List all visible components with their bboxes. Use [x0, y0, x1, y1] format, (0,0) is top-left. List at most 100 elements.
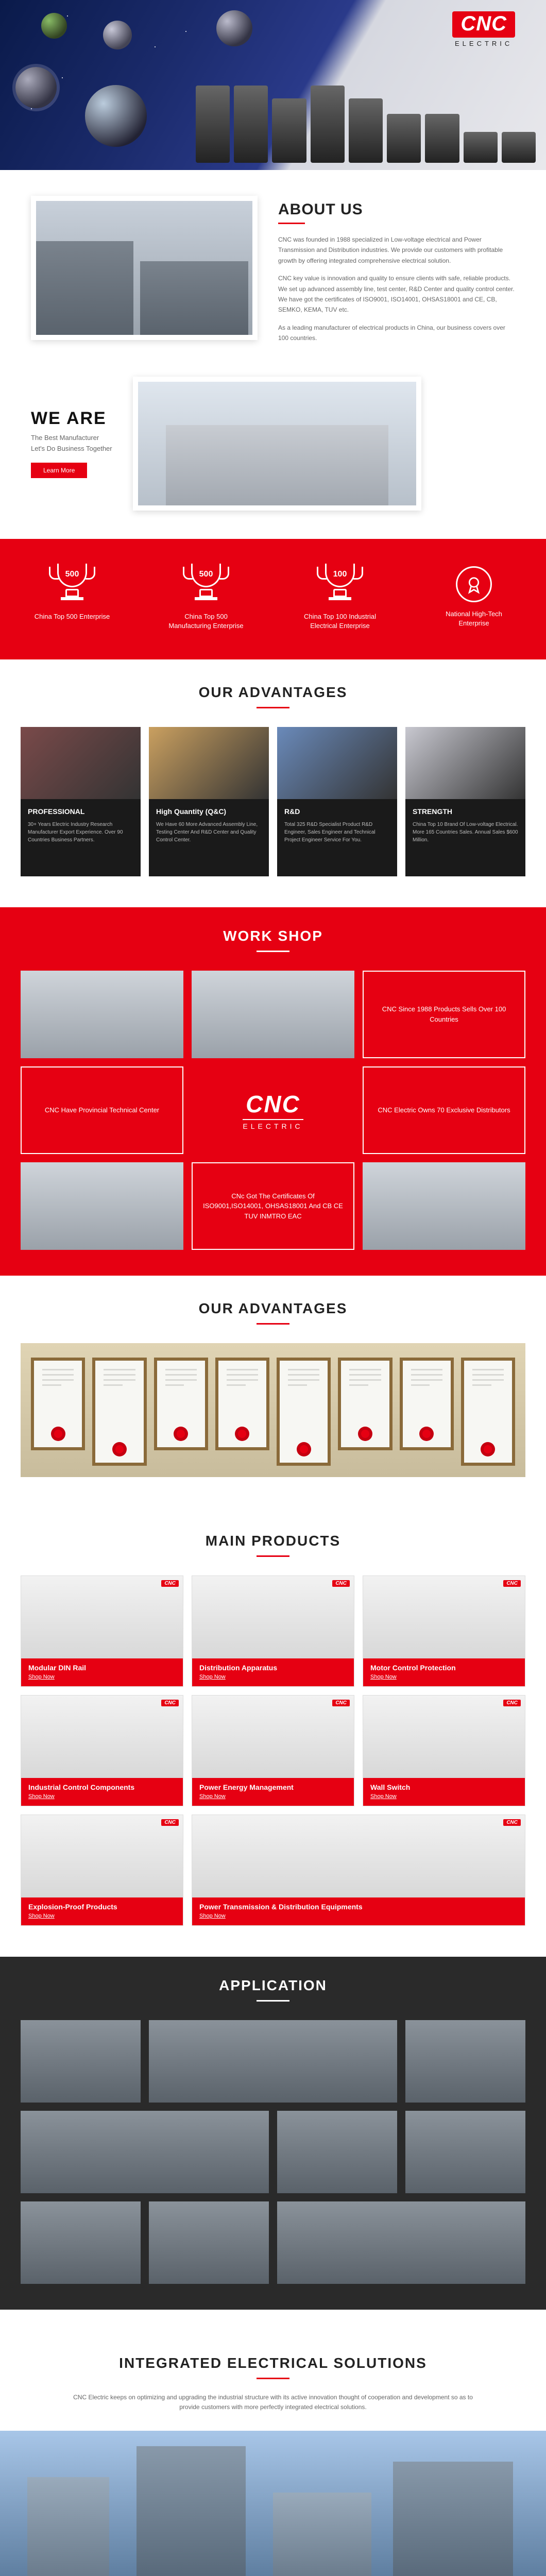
product-image: CNC: [21, 1696, 183, 1778]
brand-logo-sub: ELECTRIC: [452, 40, 515, 47]
advantage-desc: Total 325 R&D Specialist Product R&D Eng…: [284, 821, 390, 844]
product-title: Power Transmission & Distribution Equipm…: [199, 1903, 518, 1911]
star-decor: [185, 31, 186, 32]
application-image: [149, 2201, 269, 2284]
workshop-image: [21, 1162, 183, 1250]
shop-now-link[interactable]: Shop Now: [28, 1913, 176, 1919]
title-underline: [257, 1555, 289, 1557]
about-text: ABOUT US CNC was founded in 1988 special…: [278, 196, 515, 351]
product-card[interactable]: CNC Modular DIN Rail Shop Now: [21, 1575, 183, 1687]
advantage-title: PROFESSIONAL: [28, 807, 133, 816]
product-title: Motor Control Protection: [370, 1664, 518, 1672]
product-image: CNC: [21, 1815, 183, 1897]
medal-icon: [456, 566, 492, 602]
advantage-desc: 30+ Years Electric Industry Research Man…: [28, 821, 133, 844]
advantage-image: [21, 727, 141, 799]
hero-product-row: [196, 75, 536, 163]
star-decor: [67, 15, 68, 16]
planet-decor: [41, 13, 67, 39]
application-image: [149, 2020, 397, 2103]
certificate-frame: [461, 1358, 515, 1466]
brand-logo: CNC: [246, 1090, 300, 1118]
shop-now-link[interactable]: Shop Now: [370, 1674, 518, 1680]
workshop-image: [363, 1162, 525, 1250]
brand-logo: CNC: [452, 11, 515, 38]
workshop-text-cell: CNC Electric Owns 70 Exclusive Distribut…: [363, 1066, 525, 1154]
brand-badge: CNC: [161, 1700, 179, 1706]
product-title: Explosion-Proof Products: [28, 1903, 176, 1911]
advantage-card: PROFESSIONAL 30+ Years Electric Industry…: [21, 727, 141, 876]
learn-more-button[interactable]: Learn More: [31, 463, 87, 478]
product-card[interactable]: CNC Distribution Apparatus Shop Now: [192, 1575, 354, 1687]
shop-now-link[interactable]: Shop Now: [199, 1913, 518, 1919]
shop-now-link[interactable]: Shop Now: [28, 1674, 176, 1680]
workshop-title: WORK SHOP: [21, 928, 525, 944]
weare-line: The Best Manufacturer: [31, 433, 112, 444]
trophy-icon: 500: [52, 564, 93, 605]
workshop-logo-cell: CNCELECTRIC: [192, 1066, 354, 1154]
mainproducts-grid: CNC Modular DIN Rail Shop NowCNC Distrib…: [21, 1575, 525, 1926]
title-underline: [257, 2378, 289, 2379]
about-image: [31, 196, 258, 340]
advantage-desc: We Have 60 More Advanced Assembly Line, …: [156, 821, 262, 844]
star-decor: [155, 46, 156, 47]
product-card[interactable]: CNC Wall Switch Shop Now: [363, 1695, 525, 1806]
application-image: [277, 2201, 525, 2284]
about-paragraph: CNC key value is innovation and quality …: [278, 273, 515, 315]
hero-product: [196, 86, 230, 163]
brand-badge: CNC: [503, 1819, 521, 1826]
about-section: ABOUT US CNC was founded in 1988 special…: [0, 170, 546, 366]
hero-product: [272, 98, 306, 163]
hero-product: [234, 86, 268, 163]
shop-now-link[interactable]: Shop Now: [370, 1793, 518, 1800]
product-image: CNC: [192, 1696, 354, 1778]
brand-badge: CNC: [161, 1580, 179, 1587]
weare-title: WE ARE: [31, 409, 112, 429]
brand-logo-block: CNC ELECTRIC: [452, 11, 515, 47]
advantage-card: STRENGTH China Top 10 Brand Of Low-volta…: [405, 727, 525, 876]
brand-badge: CNC: [332, 1580, 350, 1587]
hero-product: [502, 132, 536, 163]
certificate-frame: [154, 1358, 208, 1450]
product-card[interactable]: CNC Explosion-Proof Products Shop Now: [21, 1815, 183, 1926]
certificate-frame: [277, 1358, 331, 1466]
product-title: Wall Switch: [370, 1783, 518, 1791]
award-label: National High-Tech Enterprise: [435, 609, 513, 628]
shop-now-link[interactable]: Shop Now: [199, 1793, 347, 1800]
advantage-card: High Quantity (Q&C) We Have 60 More Adva…: [149, 727, 269, 876]
product-card[interactable]: CNC Industrial Control Components Shop N…: [21, 1695, 183, 1806]
star-decor: [62, 77, 63, 78]
about-title: ABOUT US: [278, 201, 515, 218]
title-underline: [257, 1323, 289, 1325]
brand-badge: CNC: [161, 1819, 179, 1826]
planet-decor: [216, 10, 252, 46]
title-underline: [257, 951, 289, 952]
product-image: CNC: [363, 1696, 525, 1778]
certificates-title: OUR ADVANTAGES: [0, 1300, 546, 1317]
product-title: Distribution Apparatus: [199, 1664, 347, 1672]
brand-badge: CNC: [503, 1700, 521, 1706]
certificate-frame: [31, 1358, 85, 1450]
advantage-title: R&D: [284, 807, 390, 816]
brand-logo-sub: ELECTRIC: [243, 1119, 303, 1130]
product-title: Industrial Control Components: [28, 1783, 176, 1791]
advantage-desc: China Top 10 Brand Of Low-voltage Electr…: [413, 821, 518, 844]
shop-now-link[interactable]: Shop Now: [199, 1674, 347, 1680]
award-item: 500 China Top 500 Manufacturing Enterpri…: [167, 564, 245, 631]
product-card[interactable]: CNC Power Energy Management Shop Now: [192, 1695, 354, 1806]
advantage-title: STRENGTH: [413, 807, 518, 816]
brand-badge: CNC: [503, 1580, 521, 1587]
title-underline: [257, 2000, 289, 2002]
product-card[interactable]: CNC Motor Control Protection Shop Now: [363, 1575, 525, 1687]
product-image: CNC: [363, 1576, 525, 1658]
workshop-image: [192, 971, 354, 1058]
certificate-frame: [338, 1358, 392, 1450]
award-item: National High-Tech Enterprise: [435, 564, 513, 631]
application-image: [405, 2111, 525, 2193]
shop-now-link[interactable]: Shop Now: [28, 1793, 176, 1800]
application-image: [21, 2020, 141, 2103]
weare-text: WE ARE The Best Manufacturer Let's Do Bu…: [31, 409, 112, 478]
product-card[interactable]: CNC Power Transmission & Distribution Eq…: [192, 1815, 525, 1926]
award-item: 100 China Top 100 Industrial Electrical …: [301, 564, 379, 631]
award-number: 500: [199, 570, 213, 579]
